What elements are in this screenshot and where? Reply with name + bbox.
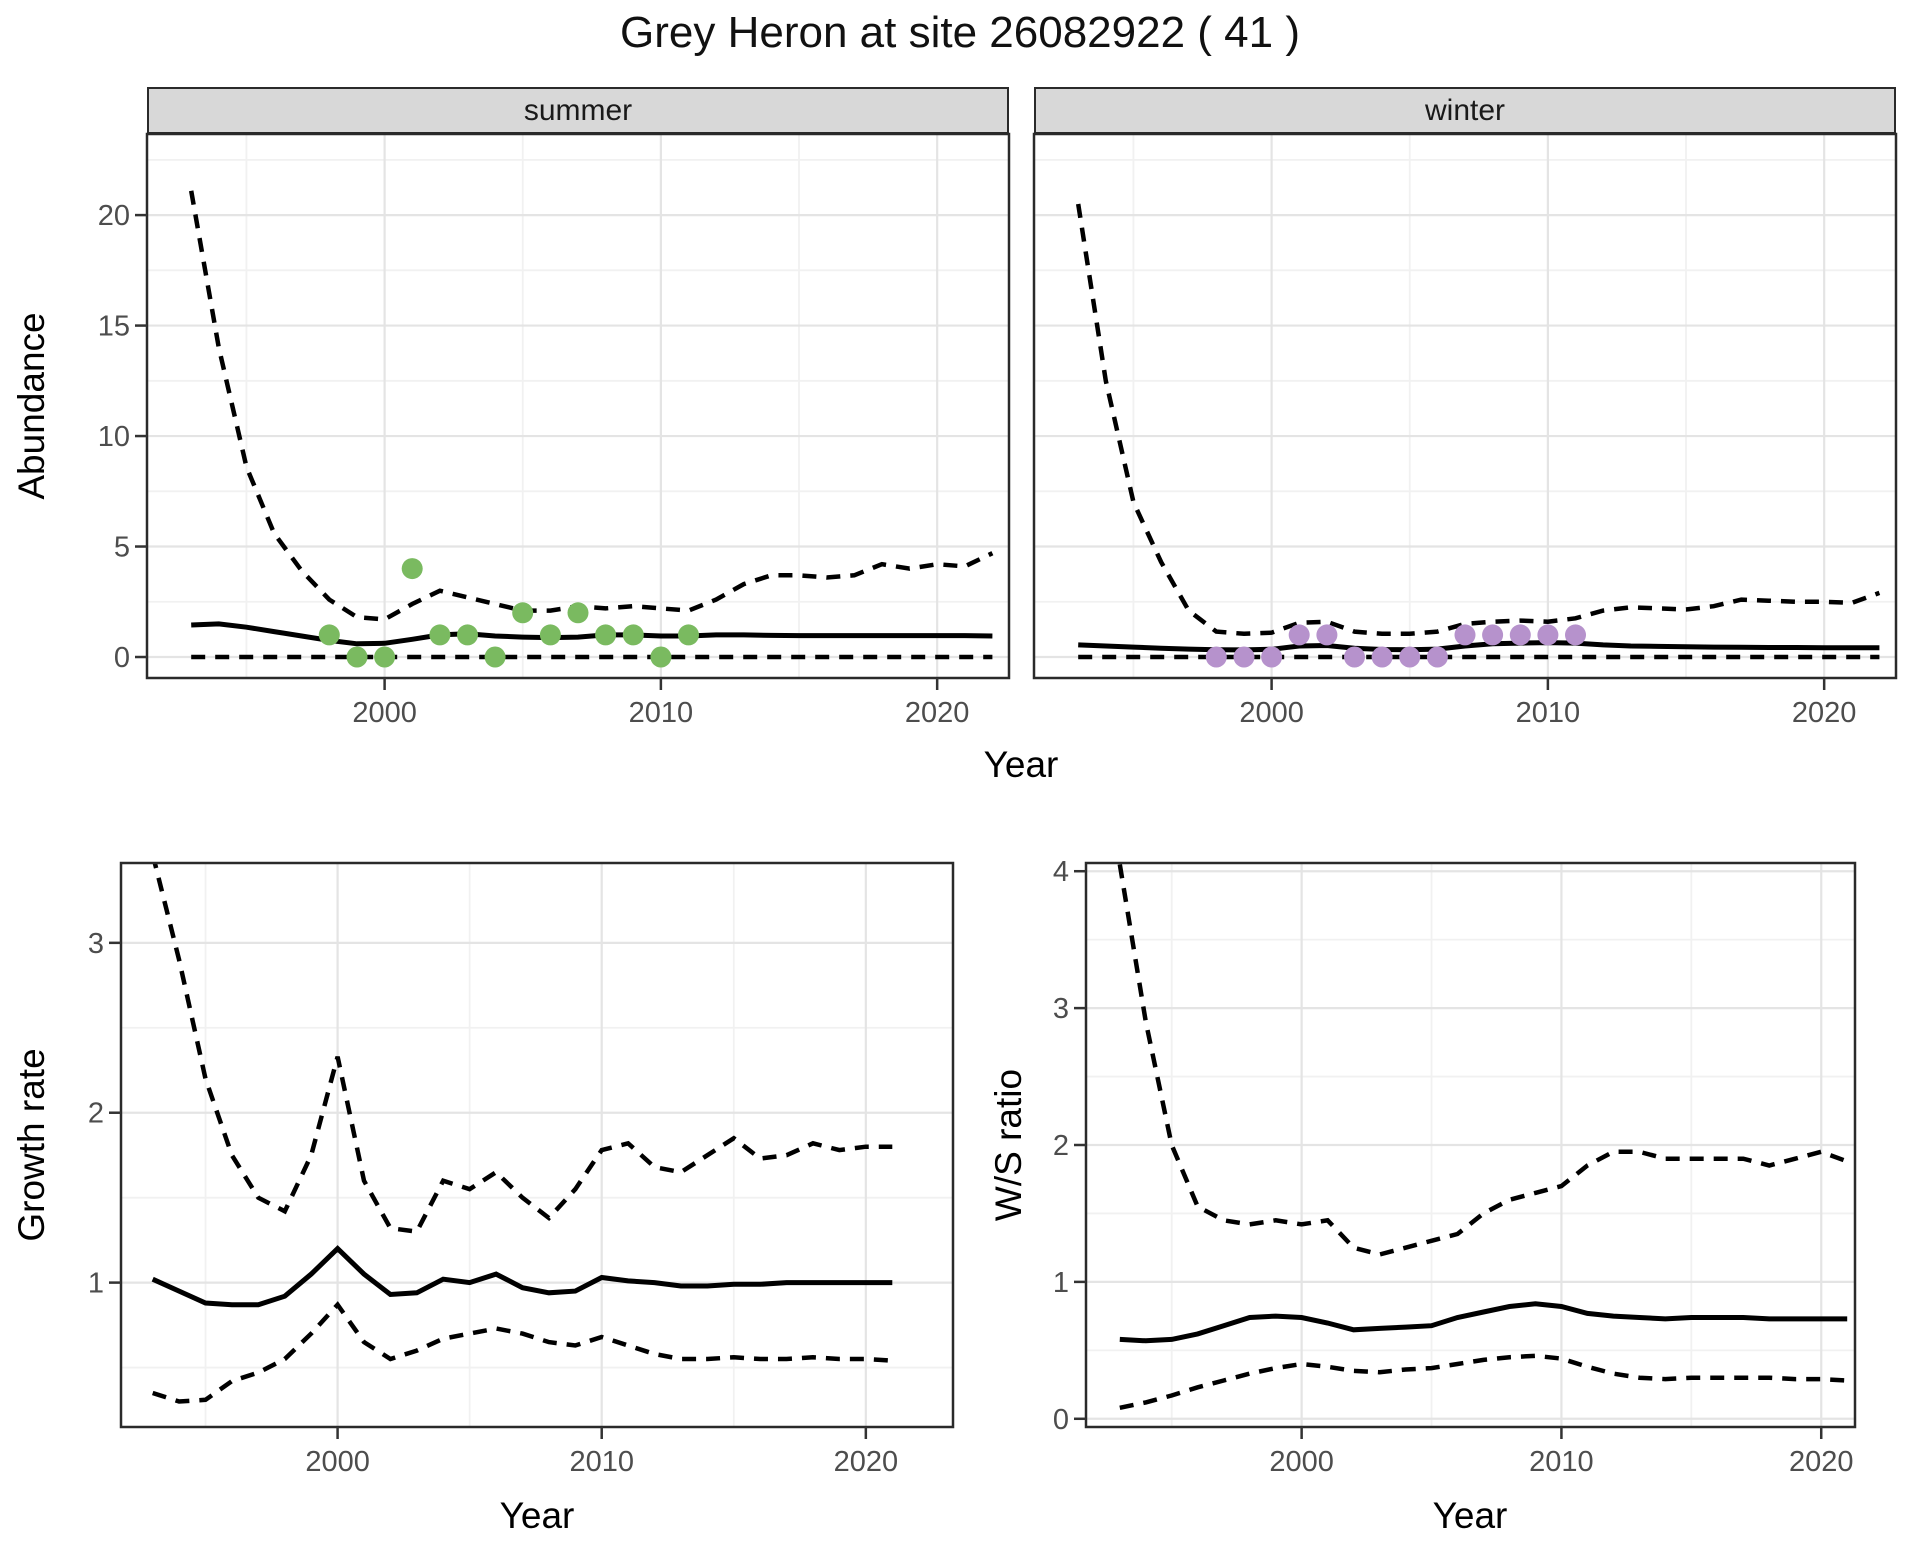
line-upper_ci <box>188 190 994 622</box>
panel-background <box>147 134 1009 678</box>
y-tick-label: 10 <box>98 421 130 453</box>
data-point <box>539 624 561 646</box>
data-point <box>1233 646 1255 668</box>
data-point <box>1205 646 1227 668</box>
data-point <box>1316 624 1338 646</box>
x-tick-label: 2000 <box>1269 1446 1334 1478</box>
x-tick-label: 2020 <box>1792 697 1857 729</box>
data-point <box>429 624 451 646</box>
data-point <box>1344 646 1365 668</box>
y-tick-label: 20 <box>98 200 130 232</box>
data-point <box>650 646 672 668</box>
facet-strip-winter-label: winter <box>1424 93 1506 127</box>
line-upper_ci <box>152 863 893 1235</box>
data-point <box>1261 646 1283 668</box>
data-point <box>1509 624 1531 646</box>
panel-growth_rate: 2000 2010 2020 1 2 3 <box>88 861 955 1478</box>
x-tick-label: 2000 <box>1239 697 1304 729</box>
y-tick-label: 1 <box>88 1268 104 1300</box>
series-lines <box>151 863 893 1404</box>
line-fitted <box>151 1245 893 1308</box>
y-tick-label: 0 <box>114 642 130 674</box>
data-point <box>595 624 617 646</box>
axis-growth_rate: 2000 2010 2020 1 2 3 <box>88 928 898 1478</box>
data-point <box>1454 624 1476 646</box>
data-point <box>346 646 368 668</box>
x-axis-title-ws-ratio: Year <box>1432 1495 1508 1536</box>
x-tick-label: 2000 <box>305 1446 370 1478</box>
x-tick-label: 2020 <box>834 1446 899 1478</box>
data-point <box>1482 624 1504 646</box>
observed-points <box>1205 624 1586 668</box>
line-lower_ci <box>1119 1353 1848 1411</box>
axis-abundance_summer: 2000 2010 2020 0 5 10 15 20 <box>98 200 970 729</box>
y-tick-label: 1 <box>1053 1267 1069 1299</box>
y-tick-label: 2 <box>88 1098 104 1130</box>
x-tick-label: 2010 <box>1516 697 1581 729</box>
x-tick-label: 2020 <box>905 697 970 729</box>
data-point <box>401 558 423 580</box>
panel-abundance_summer: 2000 2010 2020 0 5 10 15 20 <box>98 132 1011 729</box>
y-tick-label: 3 <box>88 928 104 960</box>
x-tick-label: 2020 <box>1789 1446 1854 1478</box>
figure-title: Grey Heron at site 26082922 ( 41 ) <box>620 8 1300 57</box>
x-tick-label: 2010 <box>569 1446 634 1478</box>
data-point <box>678 624 699 646</box>
panel-border <box>145 132 1011 680</box>
x-axis-title-growth-rate: Year <box>499 1495 575 1536</box>
x-tick-label: 2010 <box>629 697 694 729</box>
data-point <box>1426 646 1448 668</box>
y-tick-label: 4 <box>1053 856 1069 888</box>
data-point <box>374 646 396 668</box>
data-point <box>318 624 340 646</box>
x-axis-title-top: Year <box>983 744 1059 785</box>
data-point <box>567 602 589 624</box>
data-point <box>457 624 478 646</box>
line-fitted <box>1119 1301 1848 1344</box>
data-point <box>1565 624 1586 646</box>
facet-strip-winter: winter <box>1034 87 1896 134</box>
y-tick-label: 3 <box>1053 993 1069 1025</box>
y-tick-label: 15 <box>98 311 130 343</box>
panel-abundance_winter: 2000 2010 2020 <box>1032 132 1898 729</box>
data-point <box>1537 624 1559 646</box>
data-point <box>1288 624 1310 646</box>
observed-points <box>318 558 699 668</box>
line-lower_ci <box>152 1301 893 1404</box>
axis-abundance_winter: 2000 2010 2020 <box>1239 678 1856 729</box>
x-tick-label: 2000 <box>352 697 417 729</box>
panel-border <box>119 861 955 1429</box>
line-upper_ci <box>1075 203 1881 637</box>
data-point <box>484 646 506 668</box>
data-point <box>1399 646 1421 668</box>
facet-strip-summer-label: summer <box>523 93 633 127</box>
data-point <box>512 602 534 624</box>
x-tick-label: 2010 <box>1529 1446 1594 1478</box>
data-point <box>1371 646 1393 668</box>
axis-ws_ratio: 2000 2010 2020 0 1 2 3 4 <box>1053 856 1854 1478</box>
panel-ws_ratio: 2000 2010 2020 0 1 2 3 4 <box>1053 856 1857 1478</box>
y-tick-label: 0 <box>1053 1404 1069 1436</box>
panel-background <box>121 863 953 1427</box>
panel-background <box>1034 134 1896 678</box>
data-point <box>622 624 644 646</box>
panel-border <box>1032 132 1898 680</box>
y-tick-label: 5 <box>114 532 130 564</box>
series-lines <box>1117 864 1848 1411</box>
y-tick-label: 2 <box>1053 1130 1069 1162</box>
facet-strip-summer: summer <box>147 87 1009 134</box>
line-upper_ci <box>1117 864 1848 1257</box>
